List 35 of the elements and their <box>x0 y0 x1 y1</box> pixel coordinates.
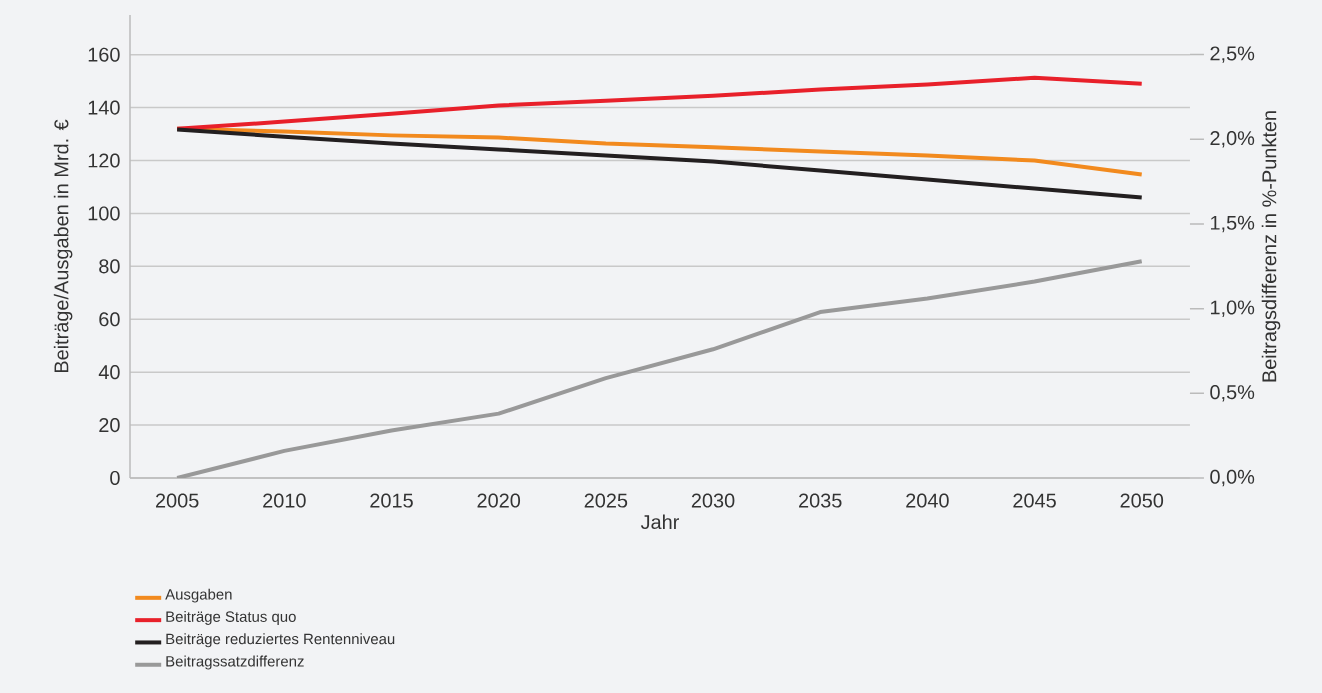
y-tick-label: 0 <box>110 470 120 486</box>
y2-tick-label: 2,0% <box>1210 131 1255 148</box>
x-tick-label: 2015 <box>370 493 413 508</box>
x-tick-label: 2020 <box>477 493 521 508</box>
x-tick-label: 2005 <box>155 493 199 508</box>
x-tick-label: 2050 <box>1120 493 1164 508</box>
line-series <box>175 127 1144 200</box>
y2-tick-label: 1,0% <box>1210 300 1255 317</box>
y-tick-label: 160 <box>88 47 120 62</box>
line-series <box>175 259 1144 478</box>
y-tick-label: 140 <box>88 100 120 115</box>
y2-tick-label: 1,5% <box>1210 215 1255 233</box>
x-axis-title: Jahr <box>640 514 680 530</box>
x-tick-label: 2010 <box>263 493 306 508</box>
y2-tick-label: 0,5% <box>1210 385 1255 402</box>
y-tick-label: 20 <box>99 418 120 433</box>
x-tick-label: 2025 <box>584 493 628 508</box>
y-tick-label: 100 <box>88 206 120 221</box>
y2-tick-label: 0,0% <box>1210 469 1255 487</box>
y2-axis-title: Beitragsdifferenz in %-Punkten <box>1261 111 1281 382</box>
y-tick-label: 60 <box>99 312 120 327</box>
x-tick-label: 2040 <box>906 493 949 508</box>
legend-label: Beitragssatzdifferenz <box>166 655 304 670</box>
y-tick-label: 40 <box>98 365 120 380</box>
y-tick-label: 80 <box>99 259 120 274</box>
legend-label: Beiträge Status quo <box>166 610 296 625</box>
x-tick-label: 2030 <box>691 493 735 508</box>
y2-tick-label: 2,5% <box>1210 46 1255 63</box>
legend-label: Ausgaben <box>165 588 232 603</box>
legend-label: Beiträge reduziertes Rentenniveau <box>166 633 395 648</box>
x-tick-label: 2035 <box>799 493 842 508</box>
y-tick-label: 120 <box>88 153 120 168</box>
line-series <box>175 75 1144 131</box>
x-tick-label: 2045 <box>1013 493 1056 508</box>
y-axis-title: Beiträge/Ausgaben in Mrd. € <box>53 119 73 373</box>
